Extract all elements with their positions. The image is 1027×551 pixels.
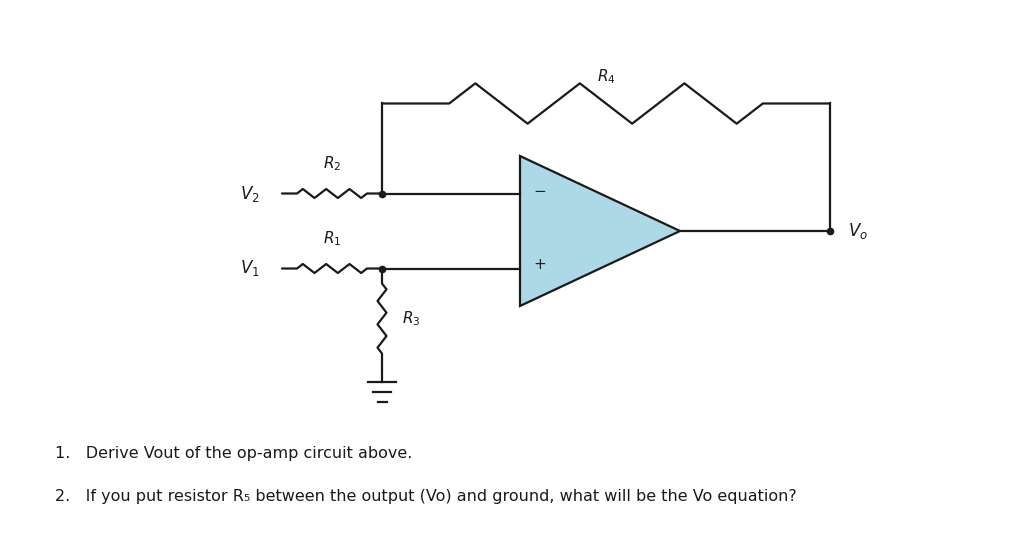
Text: 2.   If you put resistor R₅ between the output (Vo) and ground, what will be the: 2. If you put resistor R₅ between the ou… (55, 489, 797, 504)
Text: $R_4$: $R_4$ (597, 67, 615, 85)
Polygon shape (520, 156, 680, 306)
Text: $R_3$: $R_3$ (402, 309, 420, 328)
Text: $V_o$: $V_o$ (848, 221, 868, 241)
Text: $-$: $-$ (533, 182, 546, 197)
Text: $R_2$: $R_2$ (322, 155, 341, 174)
Text: $+$: $+$ (533, 257, 546, 272)
Text: $V_2$: $V_2$ (240, 183, 260, 203)
Text: $V_1$: $V_1$ (240, 258, 260, 278)
Text: $R_1$: $R_1$ (322, 230, 341, 249)
Text: 1.   Derive Vout of the op-amp circuit above.: 1. Derive Vout of the op-amp circuit abo… (55, 446, 413, 461)
